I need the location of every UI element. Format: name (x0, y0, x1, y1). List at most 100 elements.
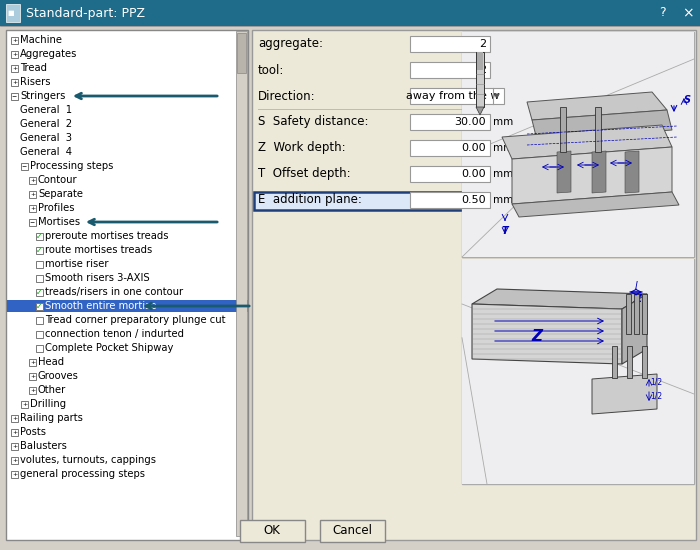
Text: ✓: ✓ (36, 245, 43, 255)
Text: +: + (30, 178, 35, 183)
Bar (11, 456, 18, 464)
Bar (11, 64, 18, 72)
Text: ■: ■ (7, 10, 13, 16)
Text: Z: Z (633, 294, 641, 304)
Bar (29, 205, 36, 212)
Text: Z: Z (531, 329, 542, 344)
Bar (462, 259, 694, 484)
Text: Stringers: Stringers (20, 91, 65, 101)
Bar (462, 32, 694, 257)
Bar (642, 346, 647, 378)
Text: Smooth entire mortise: Smooth entire mortise (45, 301, 157, 311)
Text: preroute mortises treads: preroute mortises treads (45, 231, 169, 241)
Text: +: + (12, 443, 17, 448)
Text: Head: Head (38, 357, 64, 367)
Text: S  Safety distance:: S Safety distance: (258, 116, 368, 129)
Text: +: + (30, 388, 35, 393)
Text: ✓: ✓ (36, 288, 43, 296)
Text: volutes, turnouts, cappings: volutes, turnouts, cappings (20, 455, 156, 465)
Text: Machine: Machine (20, 35, 62, 45)
Polygon shape (532, 110, 672, 140)
Text: aggregate:: aggregate: (258, 37, 323, 51)
Bar (36, 233, 43, 239)
Text: Z  Work depth:: Z Work depth: (258, 141, 346, 155)
Text: Drilling: Drilling (30, 399, 66, 409)
Text: Tread: Tread (20, 63, 47, 73)
Text: Tread corner preparatory plunge cut: Tread corner preparatory plunge cut (45, 315, 225, 325)
Bar (36, 261, 43, 267)
Text: Risers: Risers (20, 77, 50, 87)
Text: General  4: General 4 (20, 147, 72, 157)
Text: +: + (12, 65, 17, 70)
Text: tool:: tool: (258, 63, 284, 76)
Text: Cancel: Cancel (332, 525, 372, 537)
Bar (11, 470, 18, 477)
Text: connection tenon / indurted: connection tenon / indurted (45, 329, 184, 339)
Bar (410, 114, 490, 130)
Bar (11, 428, 18, 436)
Text: general processing steps: general processing steps (20, 469, 145, 479)
FancyBboxPatch shape (240, 520, 305, 542)
Text: −: − (12, 94, 17, 98)
Text: +: + (12, 415, 17, 421)
Text: +: + (30, 191, 35, 196)
Text: Other: Other (38, 385, 66, 395)
Text: treads/risers in one contour: treads/risers in one contour (45, 287, 183, 297)
Text: −: − (30, 219, 35, 224)
Bar (462, 259, 694, 484)
Bar (627, 346, 632, 378)
Text: T  Offset depth:: T Offset depth: (258, 168, 351, 180)
Text: l: l (635, 281, 638, 291)
Bar (410, 88, 504, 104)
Text: +: + (12, 80, 17, 85)
Bar (6, 4, 20, 22)
Text: Processing steps: Processing steps (30, 161, 113, 171)
Text: OK: OK (264, 525, 281, 537)
Text: Posts: Posts (20, 427, 46, 437)
Text: 0.00: 0.00 (461, 143, 486, 153)
Bar (29, 190, 36, 197)
Text: Mortises: Mortises (38, 217, 80, 227)
Bar (29, 372, 36, 379)
Text: Contour: Contour (38, 175, 78, 185)
Polygon shape (502, 125, 672, 159)
Text: route mortises treads: route mortises treads (45, 245, 153, 255)
Bar (36, 344, 43, 351)
Text: ×: × (682, 6, 694, 20)
Bar (410, 36, 490, 52)
Bar (642, 294, 647, 334)
Text: +: + (30, 360, 35, 365)
Text: T: T (502, 226, 508, 236)
Bar (462, 32, 694, 257)
Text: +: + (12, 471, 17, 476)
Text: Aggregates: Aggregates (20, 49, 78, 59)
Bar (0, 0, 700, 26)
Text: mm: mm (493, 195, 513, 205)
Bar (477, 52, 483, 70)
Text: S: S (684, 95, 691, 105)
Bar (29, 387, 36, 393)
Bar (36, 274, 43, 282)
Polygon shape (472, 304, 622, 364)
Text: 2: 2 (479, 65, 486, 75)
Text: +: + (30, 373, 35, 378)
Text: Complete Pocket Shipway: Complete Pocket Shipway (45, 343, 174, 353)
Bar (612, 346, 617, 378)
Bar (29, 359, 36, 366)
Text: +: + (30, 206, 35, 211)
Text: 0.00: 0.00 (461, 169, 486, 179)
Text: 0.50: 0.50 (461, 195, 486, 205)
Polygon shape (592, 374, 657, 414)
Bar (410, 192, 490, 208)
Text: mm: mm (493, 143, 513, 153)
Text: General  1: General 1 (20, 105, 72, 115)
Bar (476, 52, 484, 107)
FancyBboxPatch shape (320, 520, 385, 542)
Polygon shape (512, 192, 679, 217)
Text: Standard-part: PPZ: Standard-part: PPZ (26, 7, 145, 19)
Text: Railing parts: Railing parts (20, 413, 83, 423)
Text: General  2: General 2 (20, 119, 72, 129)
Text: mortise riser: mortise riser (45, 259, 108, 269)
Polygon shape (476, 107, 484, 115)
Text: Balusters: Balusters (20, 441, 67, 451)
